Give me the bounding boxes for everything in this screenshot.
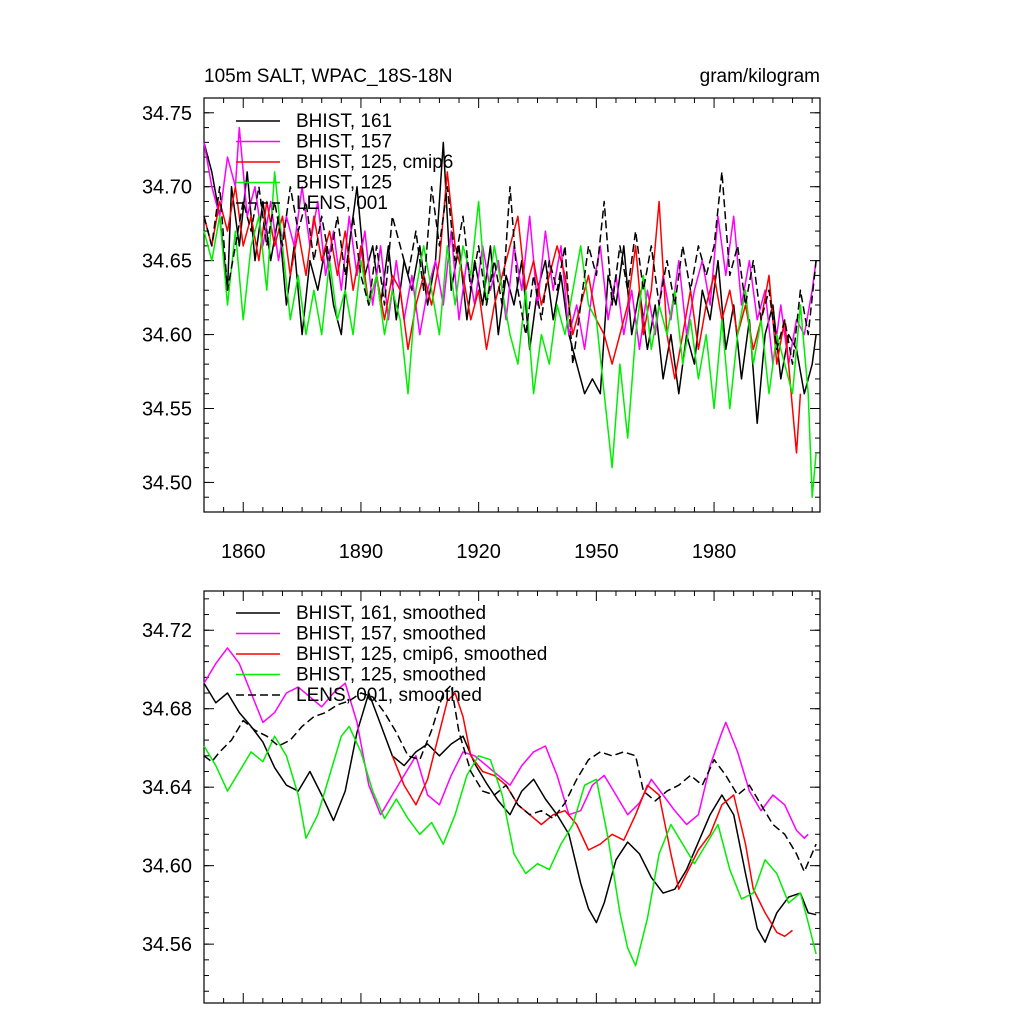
legend-label: BHIST, 161 bbox=[296, 111, 392, 132]
legend-label: BHIST, 125, cmip6, smoothed bbox=[296, 644, 547, 665]
top-panel: 1860 1890 1920 1950 1980 34.50 34.55 34.60 34.65… bbox=[142, 97, 821, 563]
y-tick-label: 34.75 bbox=[142, 103, 192, 125]
series-line-2 bbox=[391, 692, 793, 938]
series-line-4 bbox=[203, 684, 817, 873]
x-tick-label: 1860 bbox=[221, 541, 266, 563]
legend-label: BHIST, 125, cmip6 bbox=[296, 152, 453, 173]
series-line-3 bbox=[203, 171, 817, 498]
y-tick-label: 34.72 bbox=[142, 620, 192, 642]
series-line-4 bbox=[203, 171, 817, 365]
y-tick-label: 34.65 bbox=[142, 251, 192, 273]
series-line-3 bbox=[203, 725, 817, 967]
x-tick-label: 1950 bbox=[574, 541, 619, 563]
y-tick-label: 34.56 bbox=[142, 934, 192, 956]
legend-label: BHIST, 125 bbox=[296, 173, 392, 194]
x-tick-label: 1890 bbox=[339, 541, 384, 563]
series-line-1 bbox=[203, 647, 809, 839]
series-line-0 bbox=[203, 141, 817, 425]
legend-label: LENS, 001, smoothed bbox=[296, 685, 482, 706]
units-label: gram/kilogram bbox=[700, 66, 820, 87]
y-tick-label: 34.64 bbox=[142, 777, 192, 799]
legend-label: LENS, 001 bbox=[296, 193, 388, 214]
y-tick-label: 34.70 bbox=[142, 177, 192, 199]
legend-label: BHIST, 161, smoothed bbox=[296, 603, 486, 624]
legend-label: BHIST, 125, smoothed bbox=[296, 665, 486, 686]
plot-frame bbox=[203, 590, 821, 1004]
series-line-0 bbox=[203, 682, 817, 943]
y-tick-label: 34.60 bbox=[142, 325, 192, 347]
y-tick-label: 34.50 bbox=[142, 472, 192, 494]
y-tick-label: 34.68 bbox=[142, 699, 192, 721]
legend-label: BHIST, 157, smoothed bbox=[296, 624, 486, 645]
bottom-panel: 34.56 34.60 34.64 34.68 34.72 BHIST, 161, smo… bbox=[142, 590, 821, 1004]
x-tick-label: 1920 bbox=[456, 541, 501, 563]
y-tick-label: 34.55 bbox=[142, 399, 192, 421]
series-line-2 bbox=[203, 171, 802, 454]
chart-title: 105m SALT, WPAC_18S-18N bbox=[204, 66, 453, 87]
legend-label: BHIST, 157 bbox=[296, 132, 392, 153]
y-tick-label: 34.60 bbox=[142, 856, 192, 878]
x-tick-label: 1980 bbox=[692, 541, 737, 563]
series-line-1 bbox=[203, 126, 817, 365]
